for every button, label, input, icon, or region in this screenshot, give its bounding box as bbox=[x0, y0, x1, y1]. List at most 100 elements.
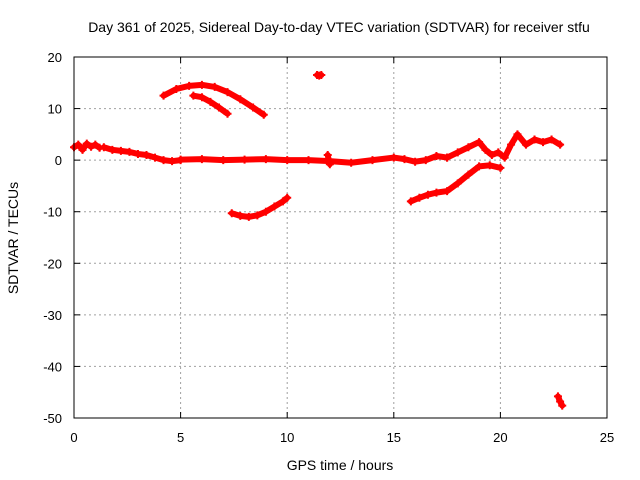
data-point bbox=[323, 150, 332, 159]
data-point bbox=[159, 91, 168, 100]
data-point bbox=[432, 188, 441, 197]
data-point bbox=[513, 130, 522, 139]
data-point bbox=[558, 401, 567, 410]
data-point bbox=[125, 147, 134, 156]
data-point bbox=[159, 156, 168, 165]
data-point bbox=[317, 71, 326, 80]
series-band bbox=[407, 162, 504, 205]
data-point bbox=[87, 142, 96, 151]
plot-frame bbox=[73, 56, 608, 419]
data-point bbox=[74, 140, 83, 149]
data-point bbox=[189, 91, 198, 100]
x-axis-label: GPS time / hours bbox=[287, 457, 394, 473]
series-band bbox=[100, 144, 184, 165]
data-point bbox=[283, 193, 292, 202]
series-spike-bottom bbox=[553, 392, 567, 410]
data-point bbox=[78, 145, 87, 154]
y-tick-label: -40 bbox=[43, 359, 62, 374]
data-point bbox=[453, 179, 462, 188]
series-arc-upper bbox=[159, 80, 268, 119]
data-point bbox=[475, 138, 484, 147]
data-point bbox=[421, 156, 430, 165]
y-tick-label: 10 bbox=[48, 102, 62, 117]
data-point bbox=[324, 156, 333, 165]
data-point bbox=[443, 187, 452, 196]
data-point bbox=[368, 156, 377, 165]
series-spike-top bbox=[313, 71, 326, 80]
chart-title: Day 361 of 2025, Sidereal Day-to-day VTE… bbox=[88, 19, 590, 35]
series-rising-tail bbox=[443, 130, 565, 162]
data-point bbox=[261, 207, 270, 216]
data-point bbox=[259, 110, 268, 119]
data-point bbox=[172, 84, 181, 93]
series-morning-band bbox=[99, 143, 185, 166]
data-point bbox=[223, 109, 232, 118]
data-point bbox=[214, 103, 223, 112]
data-point bbox=[151, 153, 160, 162]
data-point bbox=[547, 135, 556, 144]
data-point bbox=[210, 82, 219, 91]
data-point bbox=[481, 145, 490, 154]
data-point bbox=[494, 148, 503, 157]
grid-layer bbox=[74, 57, 607, 418]
y-tick-label: -10 bbox=[43, 205, 62, 220]
data-point bbox=[500, 153, 509, 162]
data-point bbox=[464, 170, 473, 179]
y-tick-label: 0 bbox=[55, 153, 62, 168]
data-point bbox=[197, 93, 206, 102]
data-point bbox=[406, 197, 415, 206]
x-tick-label: 0 bbox=[70, 430, 77, 445]
data-point bbox=[521, 140, 530, 149]
data-point bbox=[236, 211, 245, 220]
data-point bbox=[240, 155, 249, 164]
data-point bbox=[475, 162, 484, 171]
series-late-arc bbox=[406, 161, 505, 206]
data-point bbox=[219, 156, 228, 165]
data-point bbox=[553, 392, 562, 401]
data-point bbox=[496, 163, 505, 172]
data-point bbox=[206, 97, 215, 106]
data-point bbox=[261, 155, 270, 164]
data-point bbox=[142, 150, 151, 159]
y-tick-label: -50 bbox=[43, 411, 62, 426]
data-point bbox=[278, 197, 287, 206]
data-point bbox=[485, 161, 494, 170]
x-tick-label: 25 bbox=[600, 430, 614, 445]
data-point bbox=[347, 158, 356, 167]
data-point bbox=[99, 143, 108, 152]
data-point bbox=[507, 140, 516, 149]
data-point bbox=[223, 88, 232, 97]
series-band bbox=[177, 153, 451, 166]
x-tick-label: 20 bbox=[493, 430, 507, 445]
data-point bbox=[411, 157, 420, 166]
data-point bbox=[304, 156, 313, 165]
y-tick-label: -20 bbox=[43, 256, 62, 271]
data-point bbox=[423, 190, 432, 199]
data-point bbox=[432, 152, 441, 161]
data-point bbox=[325, 160, 334, 169]
series-baseline bbox=[176, 152, 452, 167]
data-point bbox=[389, 153, 398, 162]
data-point bbox=[443, 153, 452, 162]
data-point bbox=[236, 95, 245, 104]
data-point bbox=[249, 103, 258, 112]
axis-ticks-layer: 0 5 10 15 20 25 -50 -40 -30 -20 -10 0 10 20 bbox=[43, 50, 614, 445]
data-point bbox=[91, 140, 100, 149]
data-point bbox=[283, 156, 292, 165]
series-spike-mid bbox=[323, 150, 334, 169]
data-point bbox=[539, 138, 548, 147]
data-point bbox=[400, 155, 409, 164]
data-point bbox=[244, 212, 253, 221]
data-point bbox=[556, 397, 565, 406]
data-point bbox=[168, 157, 177, 166]
data-point bbox=[530, 135, 539, 144]
data-point bbox=[556, 140, 565, 149]
data-point bbox=[185, 81, 194, 90]
y-tick-label: -30 bbox=[43, 308, 62, 323]
series-start-cluster bbox=[70, 139, 104, 154]
data-point bbox=[133, 149, 142, 158]
y-axis-label: SDTVAR / TECUs bbox=[5, 182, 21, 294]
series-arc-short bbox=[189, 91, 232, 118]
data-point bbox=[415, 193, 424, 202]
